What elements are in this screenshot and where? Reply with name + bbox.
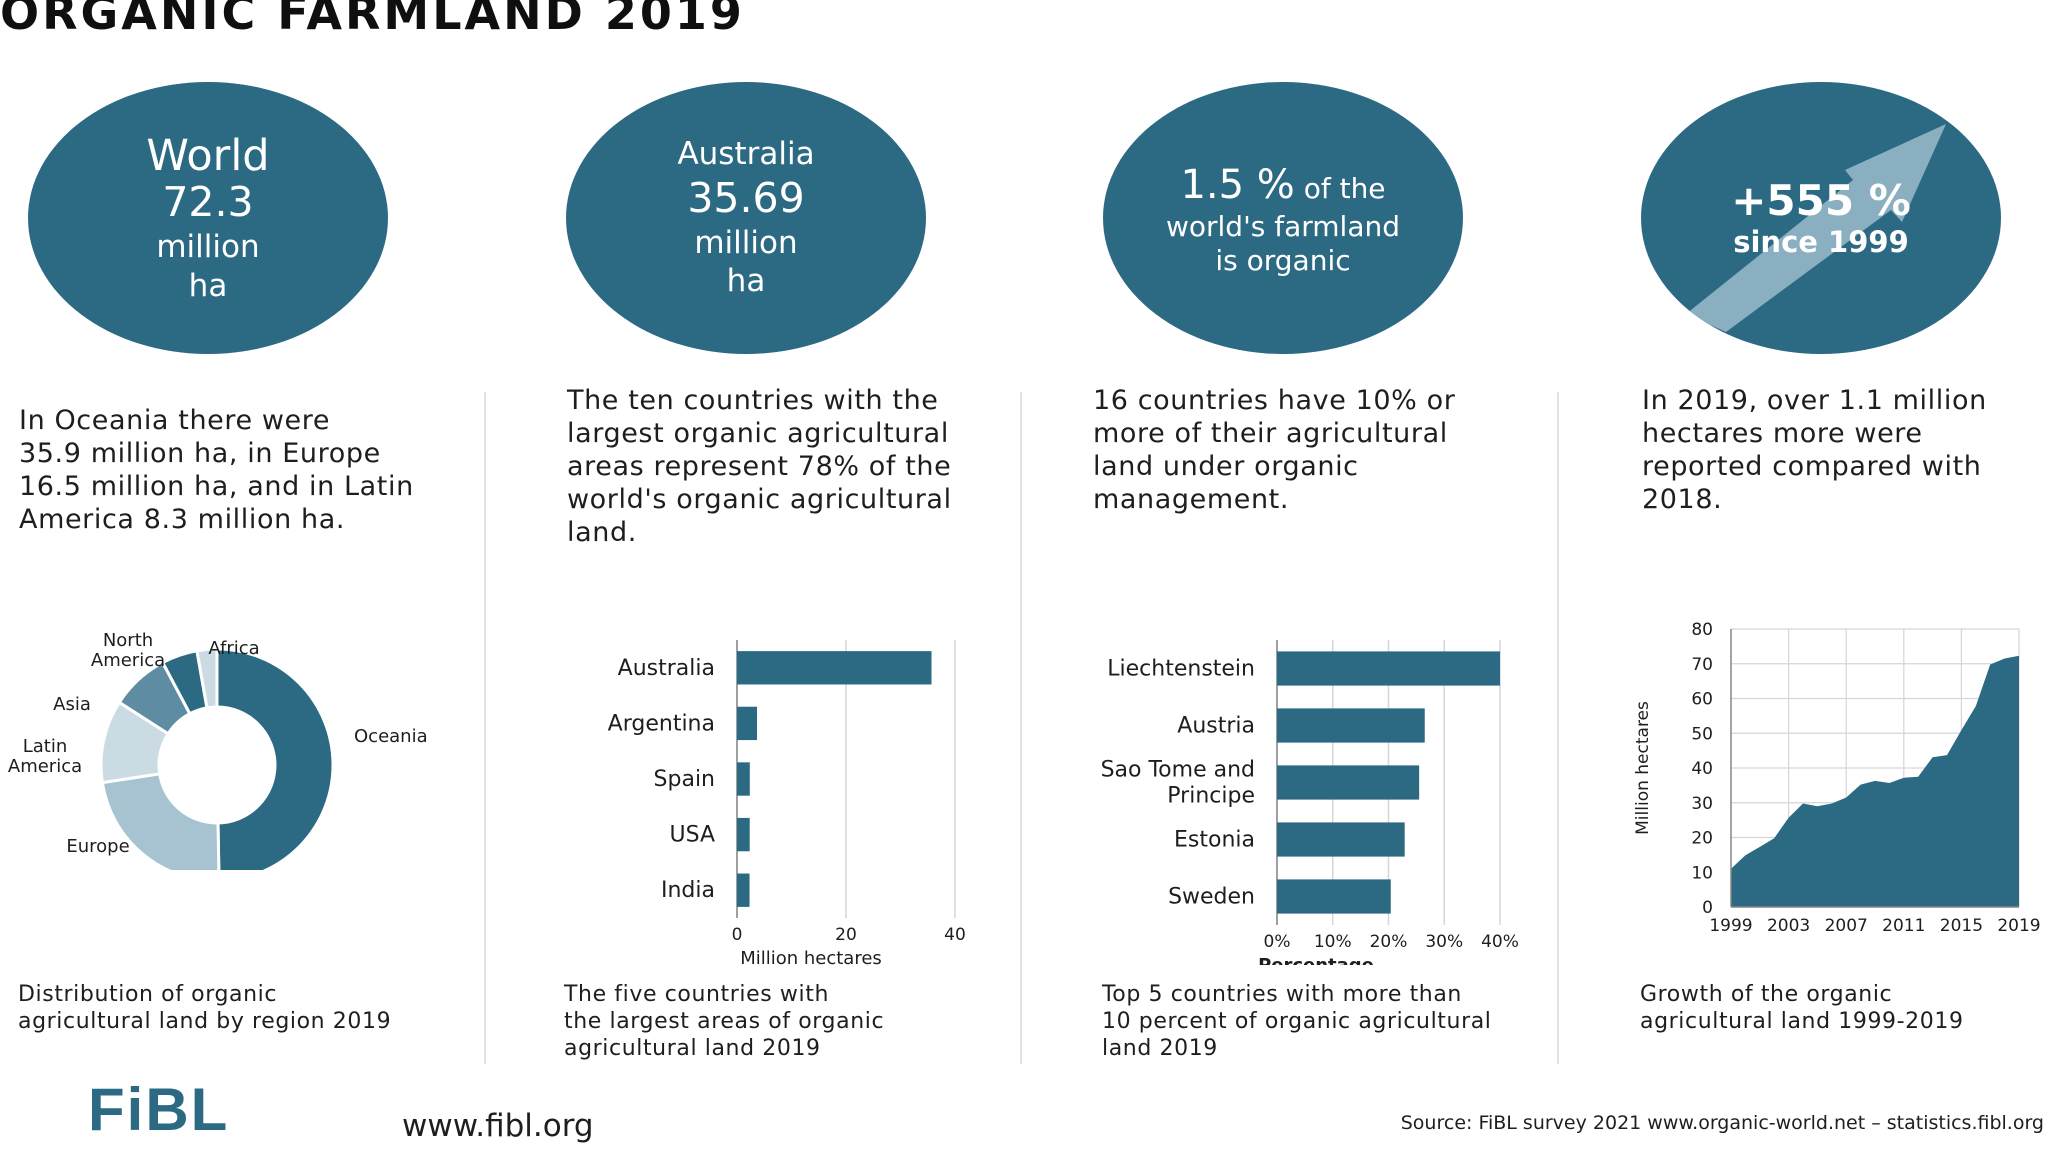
growth-circle: +555 % since 1999	[1641, 82, 2001, 354]
source-note: Source: FiBL survey 2021 www.organic-wor…	[1400, 1112, 2044, 1134]
column-divider	[1557, 392, 1559, 1064]
fibl-logo: FiBL	[88, 1076, 230, 1143]
top-five-bar-chart: 0 20 40 Australia Argentina Spain USA India Mill…	[608, 640, 966, 965]
donut-slice	[195, 647, 219, 710]
donut-slice-label: Asia	[53, 694, 91, 715]
bar-category-label: Argentina	[608, 711, 715, 736]
y-tick-label: 50	[1691, 724, 1713, 744]
growth-area-chart: 0 10 20 30 40 50 60 70 80 1999 2003 2007 2011 2015 201…	[1633, 620, 2041, 936]
bar	[737, 762, 750, 796]
x-tick-label: 2007	[1825, 916, 1868, 936]
circle-value: 35.69	[687, 173, 805, 222]
page-title: ORGANIC FARMLAND 2019	[0, 0, 745, 40]
column-divider	[1020, 392, 1022, 1064]
donut-slice	[215, 647, 335, 870]
circle-unit: ha	[726, 263, 766, 300]
bar	[1277, 879, 1391, 914]
x-tick-label: 0%	[1264, 932, 1291, 952]
x-axis-title: Million hectares	[740, 948, 882, 965]
trend-arrow-icon	[1686, 124, 1946, 332]
circle-label: since 1999	[1733, 225, 1909, 260]
circle-unit: ha	[188, 268, 228, 305]
x-tick-label: 2011	[1882, 916, 1925, 936]
fibl-website-link[interactable]: www.fibl.org	[402, 1108, 594, 1144]
bar	[1277, 708, 1425, 743]
ten-percent-stat-text: 16 countries have 10% or more of their a…	[1093, 385, 1456, 515]
y-axis-title: Million hectares	[1633, 701, 1653, 835]
circle-value: +555 %	[1731, 176, 1911, 226]
circle-unit: million	[156, 229, 260, 266]
y-tick-label: 30	[1691, 794, 1713, 814]
top-ten-stat-text: The ten countries with the largest organ…	[567, 385, 952, 548]
bar	[737, 873, 750, 907]
y-tick-label: 10	[1691, 863, 1713, 883]
y-tick-label: 80	[1691, 620, 1713, 640]
circle-label: is organic	[1215, 243, 1351, 277]
growth-caption: Growth of the organic agricultural land …	[1640, 982, 1964, 1034]
y-tick-label: 0	[1702, 898, 1713, 918]
donut-slice-label: North	[103, 630, 153, 651]
circle-value: 1.5 %	[1180, 161, 1295, 208]
australia-total-circle: Australia 35.69 million ha	[566, 82, 926, 354]
y-tick-label: 20	[1691, 829, 1713, 849]
area-series	[1731, 655, 2019, 907]
column-divider	[484, 392, 486, 1064]
y-tick-label: 70	[1691, 655, 1713, 675]
bar-category-label: India	[661, 878, 715, 903]
x-tick-label: 20	[835, 925, 857, 945]
top-five-caption: The five countries with the largest area…	[564, 982, 885, 1061]
donut-slice-label: Europe	[66, 836, 129, 857]
donut-slice-label: Oceania	[354, 726, 428, 747]
x-tick-label: 2003	[1767, 916, 1810, 936]
bar	[1277, 651, 1500, 686]
world-total-circle: World 72.3 million ha	[28, 82, 388, 354]
x-tick-label: 10%	[1314, 932, 1352, 952]
bar	[1277, 765, 1420, 800]
bar-category-label: Sao Tome and	[1101, 758, 1255, 783]
donut-slice	[100, 772, 221, 870]
circle-unit: million	[694, 224, 798, 261]
x-axis-title: Percentage	[1258, 955, 1374, 965]
bar	[737, 706, 758, 741]
donut-slice-label: Africa	[208, 638, 259, 659]
y-tick-label: 60	[1691, 690, 1713, 710]
circle-label: Australia	[677, 135, 815, 172]
bar-category-label: Liechtenstein	[1107, 657, 1255, 682]
x-tick-label: 0	[732, 925, 743, 945]
x-tick-label: 2019	[1997, 916, 2040, 936]
percentage-caption: Top 5 countries with more than 10 percen…	[1102, 982, 1492, 1061]
bar	[1277, 822, 1405, 857]
donut-caption: Distribution of organic agricultural lan…	[18, 982, 392, 1034]
x-tick-label: 2015	[1940, 916, 1983, 936]
circle-label: world's farmland	[1165, 209, 1401, 243]
percentage-bar-chart: 0% 10% 20% 30% 40% Liechtenstein Austria Sao To…	[1101, 640, 1519, 965]
x-tick-label: 20%	[1370, 932, 1408, 952]
growth-stat-text: In 2019, over 1.1 million hectares more …	[1642, 385, 1987, 515]
bar	[737, 651, 932, 685]
organic-share-circle: 1.5 % of the world's farmland is organic	[1103, 82, 1463, 354]
donut-slice-label: America	[91, 650, 165, 671]
x-tick-label: 1999	[1709, 916, 1752, 936]
bar	[737, 817, 750, 852]
region-donut-chart: OceaniaEuropeLatinAmericaAsiaNorthAmeric…	[8, 630, 428, 870]
donut-slice-label: Latin	[23, 736, 68, 757]
bar-category-label: Sweden	[1168, 885, 1255, 910]
bar-category-label: USA	[669, 823, 715, 848]
y-tick-label: 40	[1691, 759, 1713, 779]
bar-category-label: Estonia	[1174, 828, 1255, 853]
oceania-stat-text: In Oceania there were 35.9 million ha, i…	[19, 405, 414, 535]
bar-category-label: Australia	[618, 656, 715, 681]
circle-label: World	[146, 131, 270, 182]
x-tick-label: 40%	[1481, 932, 1519, 952]
x-tick-label: 30%	[1425, 932, 1463, 952]
circle-value: 72.3	[162, 178, 254, 227]
bar-category-label: Spain	[654, 767, 715, 792]
donut-slice-label: America	[8, 756, 82, 777]
x-tick-label: 40	[944, 925, 966, 945]
circle-label: of the	[1294, 171, 1386, 205]
bar-category-label: Principe	[1167, 784, 1255, 809]
bar-category-label: Austria	[1177, 714, 1255, 739]
